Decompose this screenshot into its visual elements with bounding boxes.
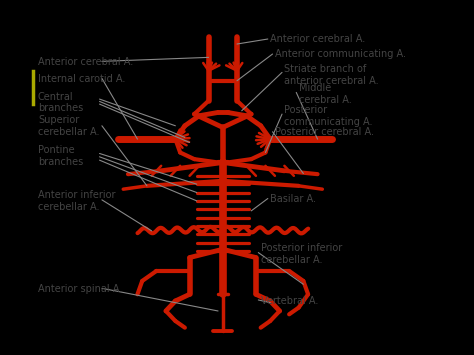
Text: Anterior spinal A.: Anterior spinal A. — [38, 284, 122, 294]
Text: Anterior cerebral A.: Anterior cerebral A. — [270, 34, 365, 44]
Text: Posterior cerebral A.: Posterior cerebral A. — [275, 127, 374, 137]
Text: Internal carotid A.: Internal carotid A. — [38, 74, 125, 84]
Text: Basilar A.: Basilar A. — [270, 194, 316, 204]
Text: Anterior inferior
cerebellar A.: Anterior inferior cerebellar A. — [38, 190, 116, 212]
Text: Anterior communicating A.: Anterior communicating A. — [275, 49, 406, 59]
Text: Vertebral A.: Vertebral A. — [261, 296, 318, 306]
Text: Pontine
branches: Pontine branches — [38, 145, 83, 166]
Text: Striate branch of
anterior cerebral A.: Striate branch of anterior cerebral A. — [284, 64, 379, 86]
Text: Central
branches: Central branches — [38, 92, 83, 113]
Text: Posterior
communicating A.: Posterior communicating A. — [284, 105, 373, 127]
Text: Posterior inferior
cerebellar A.: Posterior inferior cerebellar A. — [261, 244, 342, 265]
Text: Middle
cerebral A.: Middle cerebral A. — [299, 83, 351, 105]
Text: Superior
cerebellar A.: Superior cerebellar A. — [38, 115, 100, 137]
Text: Anterior cerebral A.: Anterior cerebral A. — [38, 58, 133, 67]
